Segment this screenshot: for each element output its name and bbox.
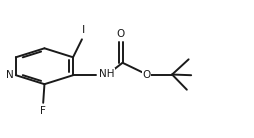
Text: N: N [6, 70, 14, 80]
Text: O: O [142, 70, 151, 79]
Text: F: F [40, 106, 46, 116]
Text: O: O [116, 29, 125, 39]
Text: I: I [82, 25, 85, 35]
Text: NH: NH [99, 69, 115, 79]
